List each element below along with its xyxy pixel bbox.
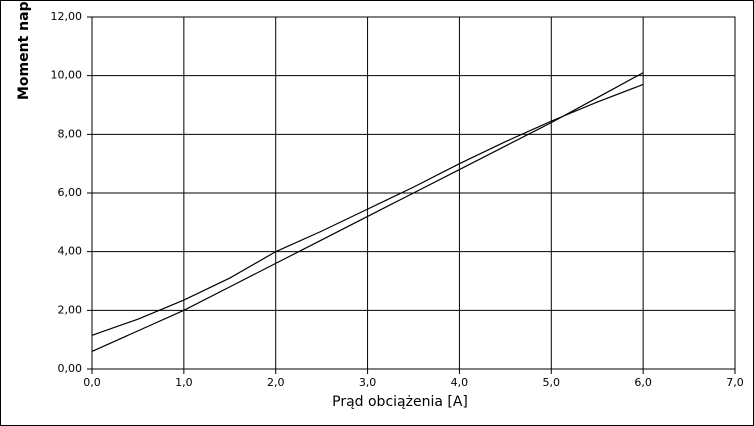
y-tick-label: 10,00 [51,69,83,82]
x-tick-label: 5,0 [543,376,561,389]
y-tick-label: 8,00 [58,127,83,140]
x-tick-label: 1,0 [175,376,193,389]
x-tick-label: 0,0 [83,376,101,389]
data-line [91,83,644,336]
data-line [91,72,644,352]
y-tick-label: 6,00 [58,186,83,199]
y-tick-label: 12,00 [51,10,83,23]
x-tick-label: 7,0 [726,376,744,389]
x-axis-label: Prąd obciążenia [A] [332,394,468,410]
x-tick-label: 3,0 [359,376,377,389]
y-tick-label: 4,00 [58,245,83,258]
x-tick-label: 6,0 [634,376,652,389]
y-axis-label: Moment nap [16,1,32,100]
x-tick-label: 4,0 [451,376,469,389]
x-tick-label: 2,0 [267,376,285,389]
y-tick-label: 2,00 [58,303,83,316]
y-tick-label: 0,00 [58,362,83,375]
